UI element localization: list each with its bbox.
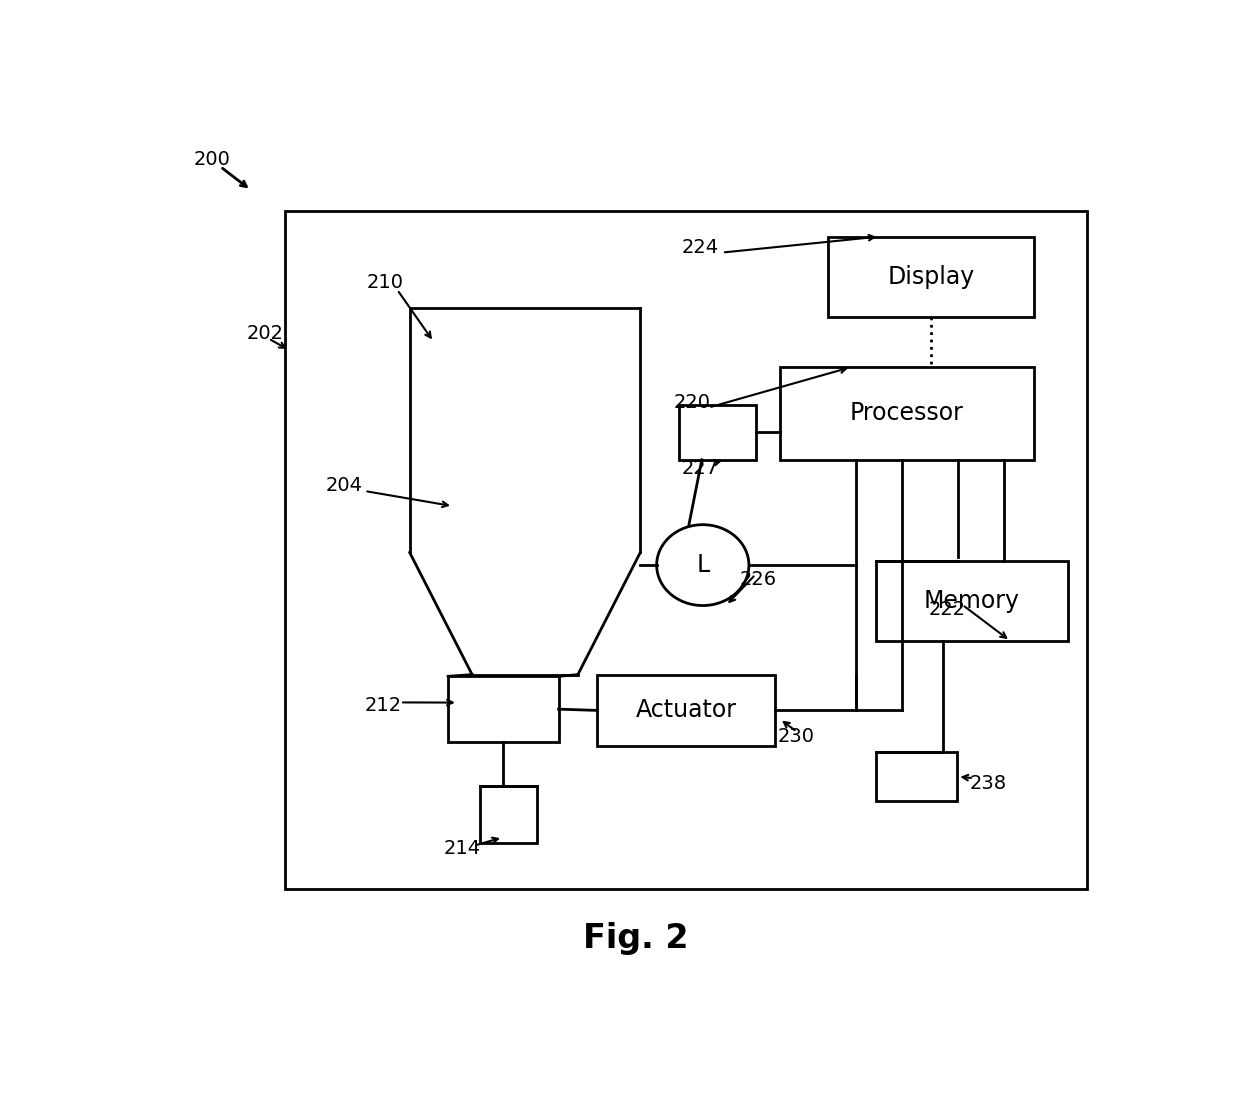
Bar — [448, 676, 558, 742]
Text: 220: 220 — [675, 393, 711, 412]
Text: 238: 238 — [970, 773, 1007, 793]
Text: Display: Display — [888, 265, 975, 289]
Bar — [828, 236, 1034, 316]
Text: 204: 204 — [326, 476, 363, 494]
Text: 226: 226 — [739, 570, 776, 589]
Text: 200: 200 — [193, 150, 231, 170]
Text: L: L — [696, 554, 709, 578]
Text: 210: 210 — [367, 274, 403, 292]
Bar — [596, 675, 775, 746]
Text: Fig. 2: Fig. 2 — [583, 922, 688, 955]
Bar — [780, 368, 1034, 459]
Text: Actuator: Actuator — [635, 698, 737, 722]
Bar — [285, 211, 1087, 889]
Text: 230: 230 — [777, 726, 815, 746]
Text: 202: 202 — [247, 324, 283, 342]
Text: 224: 224 — [682, 238, 719, 257]
Bar — [480, 785, 537, 843]
Text: 227: 227 — [682, 458, 719, 478]
Circle shape — [657, 525, 749, 606]
Text: 214: 214 — [444, 839, 480, 859]
Bar — [875, 561, 1068, 641]
Bar — [678, 405, 755, 459]
Text: Processor: Processor — [851, 401, 963, 426]
Text: Memory: Memory — [924, 589, 1019, 613]
Text: 212: 212 — [365, 696, 402, 715]
Bar — [875, 752, 957, 801]
Text: 222: 222 — [929, 601, 966, 619]
